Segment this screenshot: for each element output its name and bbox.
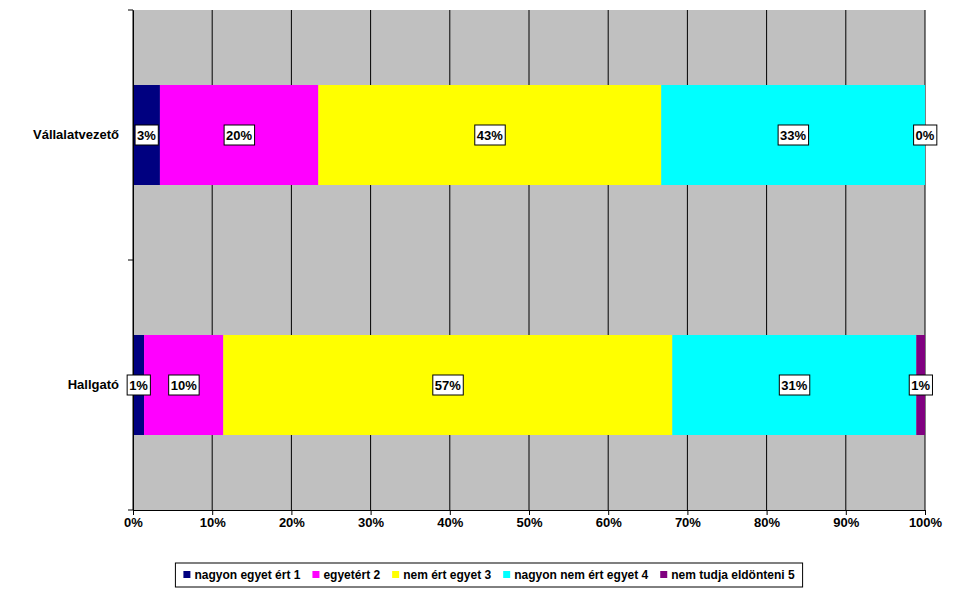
x-tick-label: 100% [909, 515, 943, 530]
x-tick: 90% [833, 510, 859, 530]
x-tick: 100% [909, 510, 943, 530]
category-separators [128, 10, 133, 510]
data-label-text: 3% [137, 128, 156, 143]
legend-item: nagyon nem ért egyet 4 [503, 568, 648, 582]
data-label: 1% [909, 375, 932, 395]
data-label: 1% [127, 375, 150, 395]
data-label: 31% [779, 375, 809, 395]
bar-segment [672, 335, 916, 435]
x-tick: 20% [279, 510, 305, 530]
data-label-box [224, 125, 254, 145]
y-axis: Vállalatvezető Hallgató [33, 11, 134, 511]
x-tick-label: 50% [516, 515, 542, 530]
x-tick-label: 40% [437, 515, 463, 530]
data-label: 57% [433, 375, 463, 395]
data-label-box [127, 375, 150, 395]
data-label-text: 20% [226, 128, 252, 143]
legend-label: nagyon egyet ért 1 [194, 568, 300, 582]
data-label-box [909, 375, 932, 395]
legend-item: nem ért egyet 3 [392, 568, 491, 582]
x-tick-label: 0% [124, 515, 143, 530]
category-separator [128, 510, 133, 511]
data-label-text: 31% [781, 378, 807, 393]
legend-label: nem tudja eldönteni 5 [671, 568, 795, 582]
y-tick: Vállalatvezető [33, 127, 133, 142]
category-separator [128, 10, 133, 11]
data-label-text: 10% [171, 378, 197, 393]
y-tick-label: Vállalatvezető [33, 127, 119, 142]
x-tick-label: 10% [200, 515, 226, 530]
bar-segment [661, 85, 925, 185]
x-tick-label: 20% [279, 515, 305, 530]
legend-swatch [183, 571, 190, 578]
y-tick: Hallgató [68, 377, 133, 392]
bar-segment [133, 85, 160, 185]
x-tick-label: 90% [833, 515, 859, 530]
x-axis: 0% 10% 20% 30% 40% 50% 60% 70% 80% 90% 100% [124, 510, 942, 530]
data-label-text: 33% [780, 128, 806, 143]
bar-segment [144, 335, 223, 435]
legend-swatch [392, 571, 399, 578]
bar-segment [223, 335, 672, 435]
data-label-box [135, 125, 158, 145]
bar-segment [160, 85, 318, 185]
data-label: 33% [778, 125, 808, 145]
x-tick-label: 70% [675, 515, 701, 530]
y-axis-line [133, 11, 134, 511]
legend-label: egyetért 2 [323, 568, 380, 582]
bar-segment [318, 85, 661, 185]
category-separator [128, 260, 133, 261]
data-labels: 3% 1% 20% 10% 43% 57% 33% 31% 0% 1% [127, 125, 937, 395]
data-label: 20% [224, 125, 254, 145]
data-label: 3% [135, 125, 158, 145]
x-tick: 40% [437, 510, 463, 530]
legend-swatch [312, 571, 319, 578]
chart: 0% 10% 20% 30% 40% 50% 60% 70% 80% 90% 100% Vállala… [0, 0, 969, 592]
data-label-text: 43% [477, 128, 503, 143]
legend-item: nem tudja eldönteni 5 [660, 568, 795, 582]
x-tick-label: 60% [596, 515, 622, 530]
data-label-text: 1% [129, 378, 148, 393]
x-tick: 10% [200, 510, 226, 530]
legend-swatch [503, 571, 510, 578]
legend-label: nagyon nem ért egyet 4 [514, 568, 648, 582]
data-label-text: 1% [911, 378, 930, 393]
grid [133, 10, 925, 510]
data-label-text: 57% [435, 378, 461, 393]
x-tick: 60% [596, 510, 622, 530]
legend-label: nem ért egyet 3 [403, 568, 491, 582]
plot-area [133, 10, 925, 510]
data-label-box [778, 125, 808, 145]
data-label-text: 0% [916, 128, 935, 143]
x-tick: 50% [516, 510, 542, 530]
data-label-box [475, 125, 505, 145]
data-label: 43% [475, 125, 505, 145]
bars [133, 85, 925, 435]
legend-swatch [660, 571, 667, 578]
y-tick-label: Hallgató [68, 377, 119, 392]
data-label-box [169, 375, 199, 395]
x-tick: 80% [754, 510, 780, 530]
legend-item: egyetért 2 [312, 568, 380, 582]
x-tick-label: 30% [358, 515, 384, 530]
x-tick: 30% [358, 510, 384, 530]
data-label: 0% [914, 125, 937, 145]
x-tick: 70% [675, 510, 701, 530]
x-tick: 0% [124, 510, 143, 530]
x-tick-label: 80% [754, 515, 780, 530]
data-label-box [433, 375, 463, 395]
data-label-box [914, 125, 937, 145]
data-label: 10% [169, 375, 199, 395]
legend-item: nagyon egyet ért 1 [183, 568, 300, 582]
legend: nagyon egyet ért 1 egyetért 2 nem ért egye… [175, 563, 802, 587]
legend-frame [175, 563, 802, 587]
data-label-box [779, 375, 809, 395]
